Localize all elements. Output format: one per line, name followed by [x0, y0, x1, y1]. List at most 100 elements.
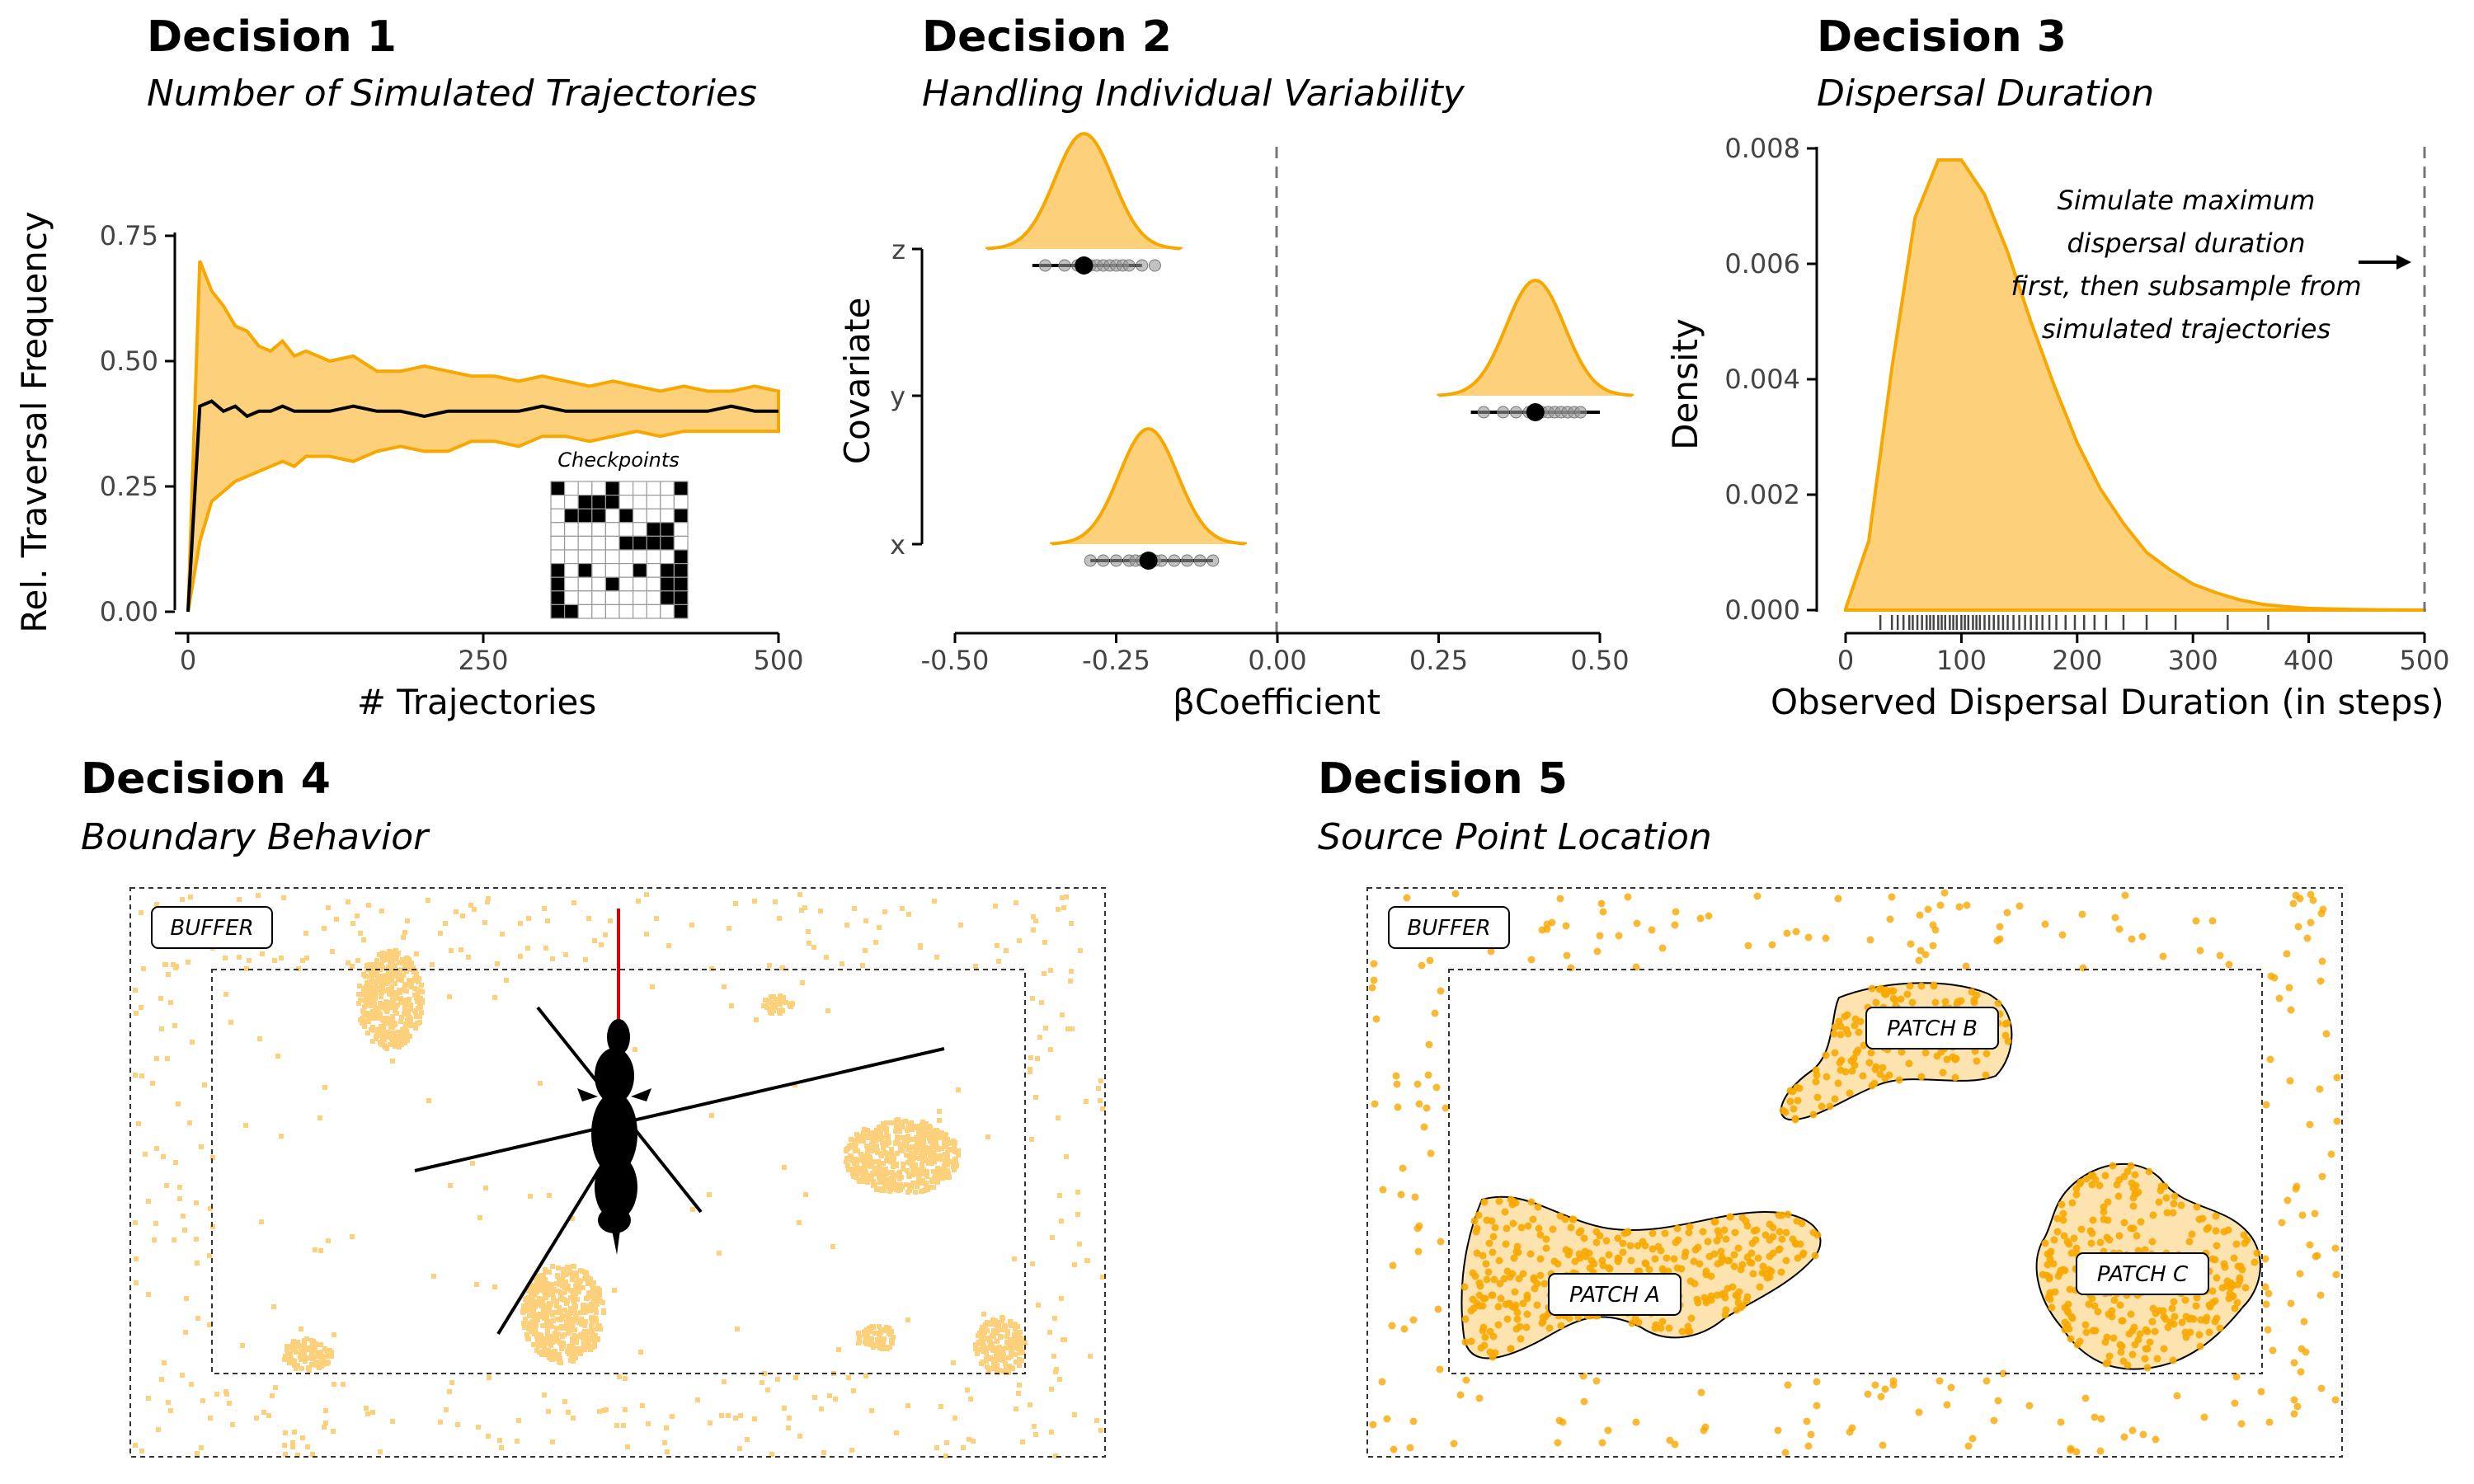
habitat-pixel [905, 1403, 910, 1408]
source-point [1519, 1270, 1527, 1278]
source-point [1513, 1308, 1522, 1317]
habitat-pixel [901, 1143, 906, 1148]
habitat-pixel [257, 1036, 262, 1041]
habitat-pixel [913, 1124, 918, 1129]
habitat-pixel [581, 1285, 586, 1290]
habitat-pixel [449, 948, 454, 953]
habitat-pixel [593, 1306, 598, 1311]
habitat-pixel [929, 1153, 934, 1158]
habitat-pixel [846, 1167, 851, 1172]
habitat-pixel [849, 1158, 854, 1163]
source-point [1968, 988, 1976, 996]
habitat-pixel [325, 1360, 330, 1364]
source-point [1632, 1418, 1640, 1426]
source-point [1999, 1369, 2007, 1378]
habitat-pixel [901, 1167, 905, 1172]
x-tick-label: 0 [1837, 645, 1854, 676]
source-point [1813, 1378, 1821, 1386]
habitat-pixel [331, 1429, 336, 1434]
habitat-pixel [180, 897, 185, 902]
source-point [1763, 1274, 1771, 1282]
source-point [2115, 925, 2124, 933]
habitat-pixel [195, 1316, 200, 1321]
source-point [1614, 1234, 1622, 1242]
habitat-pixel [981, 1349, 985, 1354]
habitat-pixel [165, 1056, 170, 1061]
habitat-pixel [985, 1134, 990, 1139]
source-point [2322, 1030, 2331, 1038]
habitat-pixel [237, 897, 242, 902]
habitat-pixel [778, 993, 783, 998]
source-point [1916, 911, 1924, 919]
source-point [2096, 1447, 2105, 1455]
habitat-pixel [366, 1017, 371, 1022]
habitat-pixel [863, 1336, 868, 1341]
habitat-pixel [548, 1351, 553, 1356]
habitat-pixel [156, 1427, 161, 1432]
habitat-pixel [1030, 1261, 1035, 1266]
habitat-pixel [973, 964, 978, 969]
source-point [1687, 1314, 1696, 1322]
habitat-pixel [1098, 1428, 1103, 1433]
source-point [1517, 1335, 1525, 1343]
habitat-pixel [862, 1163, 867, 1168]
habitat-pixel [474, 1282, 479, 1287]
habitat-pixels [133, 892, 1105, 1458]
patch-b-label-box [1865, 1007, 1999, 1050]
habitat-pixel [401, 935, 406, 940]
habitat-pixel [604, 1407, 609, 1412]
x-tick-label: 0 [180, 645, 196, 676]
habitat-pixel [943, 1453, 948, 1458]
habitat-pixel [588, 1336, 593, 1341]
checkpoint-cell [660, 590, 675, 605]
habitat-pixel [1042, 971, 1047, 976]
source-point [1733, 1293, 1742, 1301]
habitat-pixel [993, 1360, 998, 1364]
habitat-pixel [536, 1343, 541, 1348]
source-point [2046, 1295, 2054, 1303]
habitat-pixel [586, 1281, 591, 1286]
habitat-pixel [953, 1149, 958, 1154]
checkpoint-cell [646, 603, 661, 619]
habitat-pixel [370, 1410, 375, 1415]
habitat-pixel [283, 1452, 288, 1457]
habitat-pixel [889, 1341, 894, 1345]
source-point [1523, 1310, 1531, 1318]
habitat-pixel [863, 948, 868, 953]
habitat-pixel [396, 974, 401, 979]
habitat-pixel [708, 1421, 713, 1425]
habitat-pixel [247, 958, 252, 963]
habitat-pixel [545, 1325, 550, 1330]
y-tick-label: 0.004 [1724, 364, 1800, 395]
habitat-pixel [875, 1150, 880, 1155]
source-point [1742, 1217, 1750, 1225]
source-point [2283, 950, 2291, 958]
checkpoint-cell [646, 590, 661, 605]
checkpoint-cell [563, 508, 579, 524]
habitat-pixel [391, 950, 396, 955]
habitat-pixel [543, 1352, 548, 1357]
habitat-pixel [1002, 1325, 1007, 1330]
habitat-pixel [393, 981, 397, 986]
habitat-pixel [535, 1340, 540, 1345]
source-point [1749, 1270, 1757, 1278]
source-point [2088, 1229, 2096, 1237]
habitat-pixel [797, 1434, 802, 1439]
habitat-pixel [483, 1186, 488, 1190]
habitat-pixel [189, 1382, 194, 1387]
y-tick-label: z [891, 234, 905, 265]
habitat-pixel [860, 1156, 865, 1161]
habitat-pixel [407, 1003, 412, 1007]
habitat-pixel [356, 1001, 361, 1006]
source-point [1615, 932, 1623, 940]
y-tick-label: 0.006 [1724, 248, 1800, 279]
habitat-pixel [911, 1181, 916, 1186]
habitat-pixel [482, 920, 487, 925]
source-point [1722, 1306, 1730, 1314]
coefficient-series [985, 131, 1634, 570]
source-point [2251, 1258, 2259, 1266]
confidence-ribbon [186, 260, 780, 613]
habitat-pixel [779, 999, 784, 1004]
habitat-pixel [909, 1121, 914, 1126]
habitat-pixel [947, 1147, 952, 1152]
